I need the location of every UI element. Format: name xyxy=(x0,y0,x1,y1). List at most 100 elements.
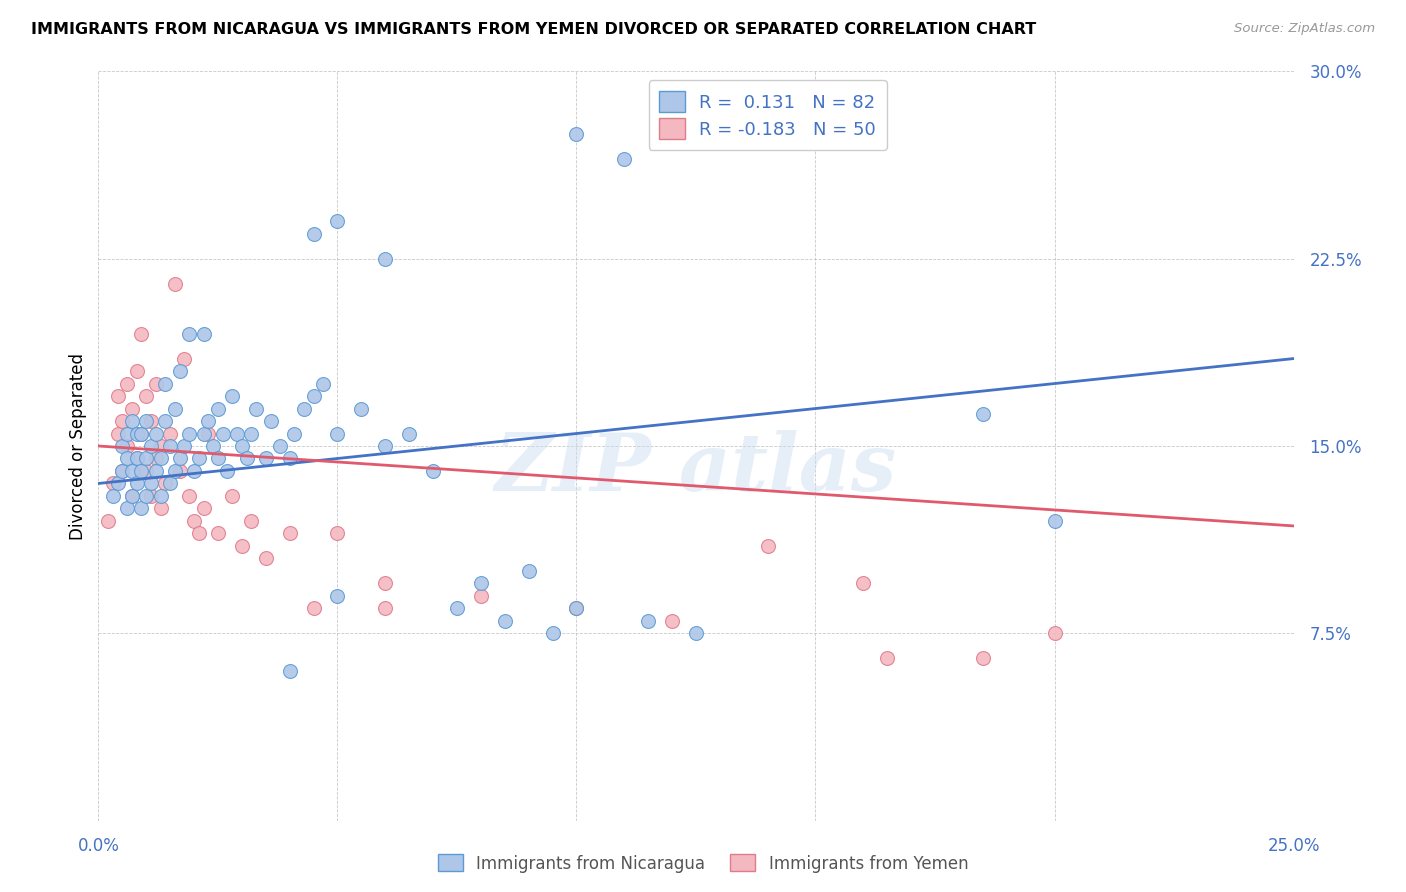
Point xyxy=(125,476,148,491)
Point xyxy=(169,364,191,378)
Point xyxy=(207,451,229,466)
Point xyxy=(131,426,153,441)
Point xyxy=(139,476,162,491)
Point xyxy=(374,576,396,591)
Point xyxy=(121,464,143,478)
Point xyxy=(661,614,683,628)
Point xyxy=(278,526,301,541)
Point xyxy=(217,464,239,478)
Point xyxy=(374,439,396,453)
Point xyxy=(494,614,516,628)
Point xyxy=(565,601,588,615)
Point xyxy=(139,414,162,428)
Point xyxy=(173,351,195,366)
Point xyxy=(121,401,143,416)
Point xyxy=(193,426,215,441)
Point xyxy=(131,501,153,516)
Point xyxy=(240,426,263,441)
Point xyxy=(173,439,195,453)
Point xyxy=(1043,514,1066,528)
Text: IMMIGRANTS FROM NICARAGUA VS IMMIGRANTS FROM YEMEN DIVORCED OR SEPARATED CORRELA: IMMIGRANTS FROM NICARAGUA VS IMMIGRANTS … xyxy=(31,22,1036,37)
Text: Source: ZipAtlas.com: Source: ZipAtlas.com xyxy=(1234,22,1375,36)
Point xyxy=(541,626,564,640)
Point xyxy=(149,439,172,453)
Point xyxy=(193,326,215,341)
Point xyxy=(292,401,315,416)
Point xyxy=(163,277,186,291)
Point xyxy=(145,426,167,441)
Point xyxy=(302,389,325,403)
Point xyxy=(350,401,373,416)
Point xyxy=(254,551,277,566)
Point xyxy=(326,589,349,603)
Point xyxy=(852,576,875,591)
Point xyxy=(101,489,124,503)
Point xyxy=(121,489,143,503)
Point xyxy=(517,564,540,578)
Point xyxy=(131,326,153,341)
Point xyxy=(163,464,186,478)
Point xyxy=(135,464,157,478)
Point xyxy=(374,252,396,266)
Point xyxy=(115,426,138,441)
Point xyxy=(245,401,267,416)
Point xyxy=(422,464,444,478)
Point xyxy=(231,439,253,453)
Point xyxy=(470,576,492,591)
Point xyxy=(302,601,325,615)
Legend: R =  0.131   N = 82, R = -0.183   N = 50: R = 0.131 N = 82, R = -0.183 N = 50 xyxy=(648,80,887,150)
Point xyxy=(111,464,134,478)
Point xyxy=(149,451,172,466)
Point xyxy=(326,426,349,441)
Point xyxy=(179,326,201,341)
Point xyxy=(155,476,177,491)
Point xyxy=(111,439,134,453)
Point xyxy=(876,651,898,665)
Point xyxy=(302,227,325,241)
Point xyxy=(259,414,281,428)
Point xyxy=(159,426,181,441)
Point xyxy=(135,414,157,428)
Point xyxy=(115,451,138,466)
Point xyxy=(565,601,588,615)
Point xyxy=(97,514,120,528)
Point xyxy=(446,601,468,615)
Point xyxy=(278,451,301,466)
Point xyxy=(637,614,659,628)
Point xyxy=(235,451,257,466)
Point xyxy=(326,526,349,541)
Point xyxy=(139,489,162,503)
Point xyxy=(187,526,209,541)
Point xyxy=(155,414,177,428)
Point xyxy=(211,426,233,441)
Point xyxy=(125,451,148,466)
Point xyxy=(187,451,209,466)
Point xyxy=(135,489,157,503)
Point xyxy=(159,476,181,491)
Point xyxy=(207,401,229,416)
Point xyxy=(131,426,153,441)
Point xyxy=(149,501,172,516)
Legend: Immigrants from Nicaragua, Immigrants from Yemen: Immigrants from Nicaragua, Immigrants fr… xyxy=(432,847,974,880)
Point xyxy=(278,664,301,678)
Point xyxy=(226,426,249,441)
Point xyxy=(221,489,243,503)
Point xyxy=(169,464,191,478)
Point xyxy=(149,489,172,503)
Point xyxy=(163,401,186,416)
Point xyxy=(179,426,201,441)
Point xyxy=(685,626,707,640)
Point xyxy=(179,489,201,503)
Y-axis label: Divorced or Separated: Divorced or Separated xyxy=(69,352,87,540)
Point xyxy=(107,426,129,441)
Point xyxy=(159,439,181,453)
Point xyxy=(972,651,994,665)
Point xyxy=(115,376,138,391)
Point xyxy=(470,589,492,603)
Point xyxy=(972,407,994,421)
Point xyxy=(139,439,162,453)
Point xyxy=(111,414,134,428)
Point xyxy=(269,439,291,453)
Point xyxy=(240,514,263,528)
Point xyxy=(101,476,124,491)
